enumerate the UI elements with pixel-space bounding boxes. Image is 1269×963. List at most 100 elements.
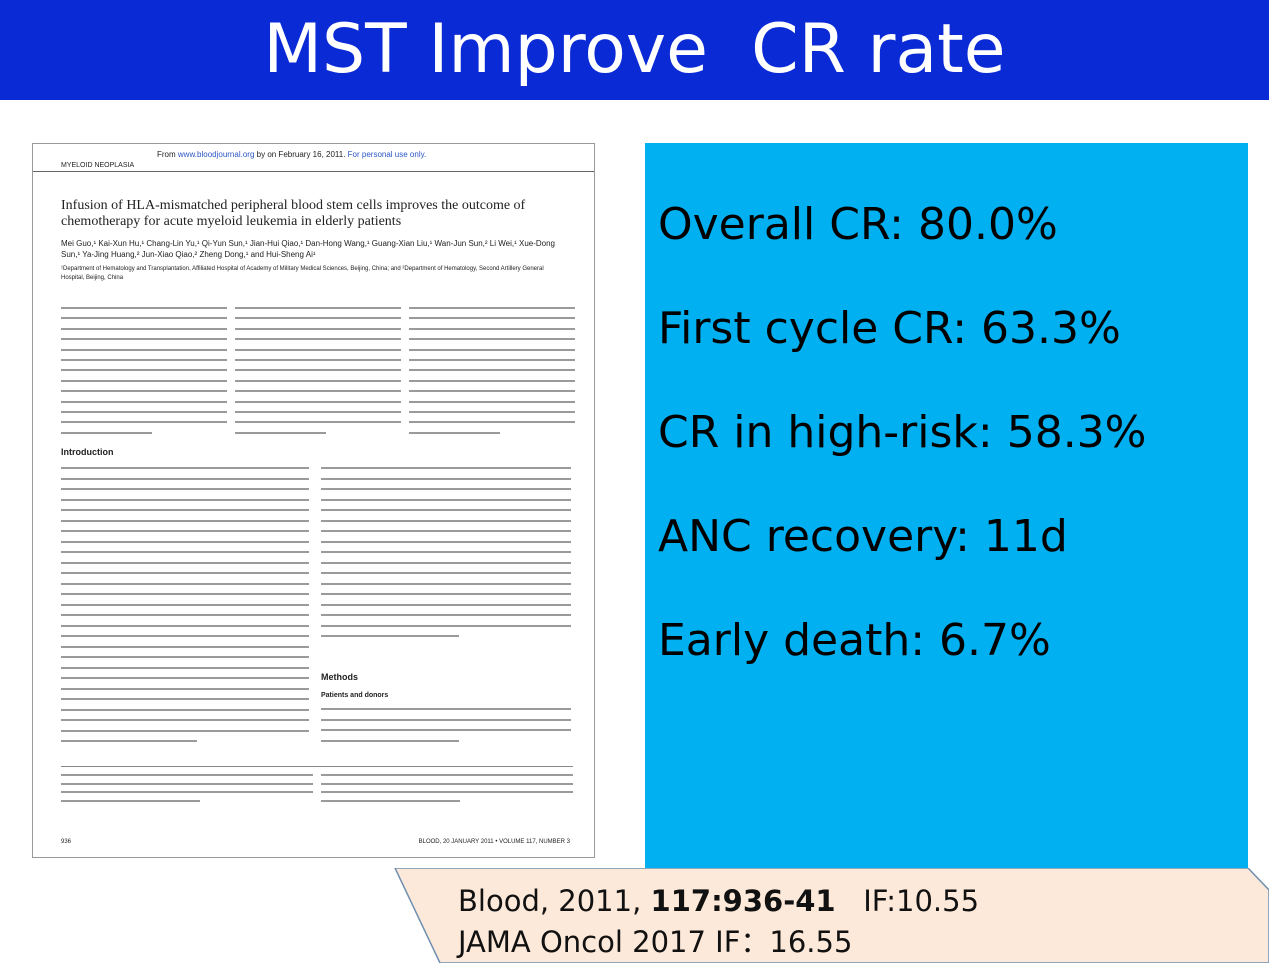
text-line [61,369,227,372]
text-line [61,379,227,382]
text-line [321,635,459,637]
text-line [61,477,309,480]
text-line [235,327,401,330]
text-line [235,338,401,341]
text-line [61,348,227,351]
text-line [321,498,571,501]
text-line [235,379,401,382]
text-line [321,519,571,522]
text-line [61,400,227,403]
text-line [235,421,401,424]
text-line [61,677,309,679]
text-line [409,421,575,424]
text-line [321,477,571,480]
text-line [61,614,309,616]
text-line [409,411,575,413]
slide-title: MST Improve CR rate [0,0,1269,100]
link: www.bloodjournal.org [177,150,255,159]
text-line [61,603,309,606]
text-line [409,379,575,382]
text-line [61,582,309,585]
text-line [235,431,327,434]
text-line [61,593,309,595]
body-text [61,467,309,752]
text-line [235,348,401,351]
citation-callout [394,868,1269,963]
citation-line: Blood, 2011, 117:936-41 IF:10.55 [458,884,979,918]
text-line [61,467,309,469]
section-label: MYELOID NEOPLASIA [61,162,135,169]
text-line [409,369,575,372]
text-line [61,551,309,553]
text-line [321,799,460,802]
text-line [409,307,575,309]
text: 117:936-41 [650,884,836,918]
text-line [61,431,153,434]
text-line [235,411,401,413]
text-line [409,359,575,361]
text-line [61,540,309,543]
text-line [235,369,401,372]
text-line [321,561,571,564]
text-line [61,572,309,574]
text-line [321,739,459,742]
text-line [61,799,200,802]
text-line [409,390,575,393]
text-line [321,572,571,574]
text-line [61,782,313,785]
citation-line: JAMA Oncol 2017 IF：16.55 [458,925,853,959]
text-line [61,421,227,424]
text-line [321,582,571,585]
text-line [409,348,575,351]
text-line [61,624,309,627]
text: IF:10.55 [863,884,980,918]
heading: Introduction [61,447,114,457]
text-line [409,431,501,434]
body-text [321,708,571,753]
text-line [235,359,401,361]
text-line [235,307,401,309]
heading: Methods [321,672,358,682]
text-line [61,666,309,669]
text-line [61,390,227,393]
journal-footer: BLOOD, 20 JANUARY 2011 • VOLUME 117, NUM… [418,839,570,845]
text-line [321,530,571,532]
text-line [61,687,309,690]
text-line [61,359,227,361]
text-line [61,530,309,532]
text-line [321,718,571,721]
text-line [61,498,309,501]
text: by on February 16, 2011. [256,150,346,159]
text-line [61,645,309,648]
subheading: Patients and donors [321,692,389,699]
rule [33,171,594,172]
text-line [61,708,309,711]
text-line [321,614,571,616]
text-line [321,467,571,469]
result-item: Early death: 6.7% [658,615,1051,666]
results-panel: Overall CR: 80.0% First cycle CR: 63.3% CR… [645,143,1248,868]
callout-shape [394,868,1269,963]
abstract-text [61,307,575,447]
text-line [321,708,571,710]
text-line [61,338,227,341]
text-line [321,774,573,776]
result-item: First cycle CR: 63.3% [658,303,1121,354]
text-line [321,791,573,793]
text-line [61,317,227,320]
paper-affiliations: ¹Department of Hematology and Transplant… [61,266,544,281]
body-text [321,467,571,642]
text-line [61,774,313,776]
text-line [61,519,309,522]
text-line [321,729,571,731]
text-line [61,327,227,330]
text-line [321,551,571,553]
text-line [321,593,571,595]
text-line [61,411,227,413]
text-line [409,338,575,341]
text-line [61,488,309,490]
text-line [61,561,309,564]
text-line [61,509,309,511]
text-line [235,317,401,320]
